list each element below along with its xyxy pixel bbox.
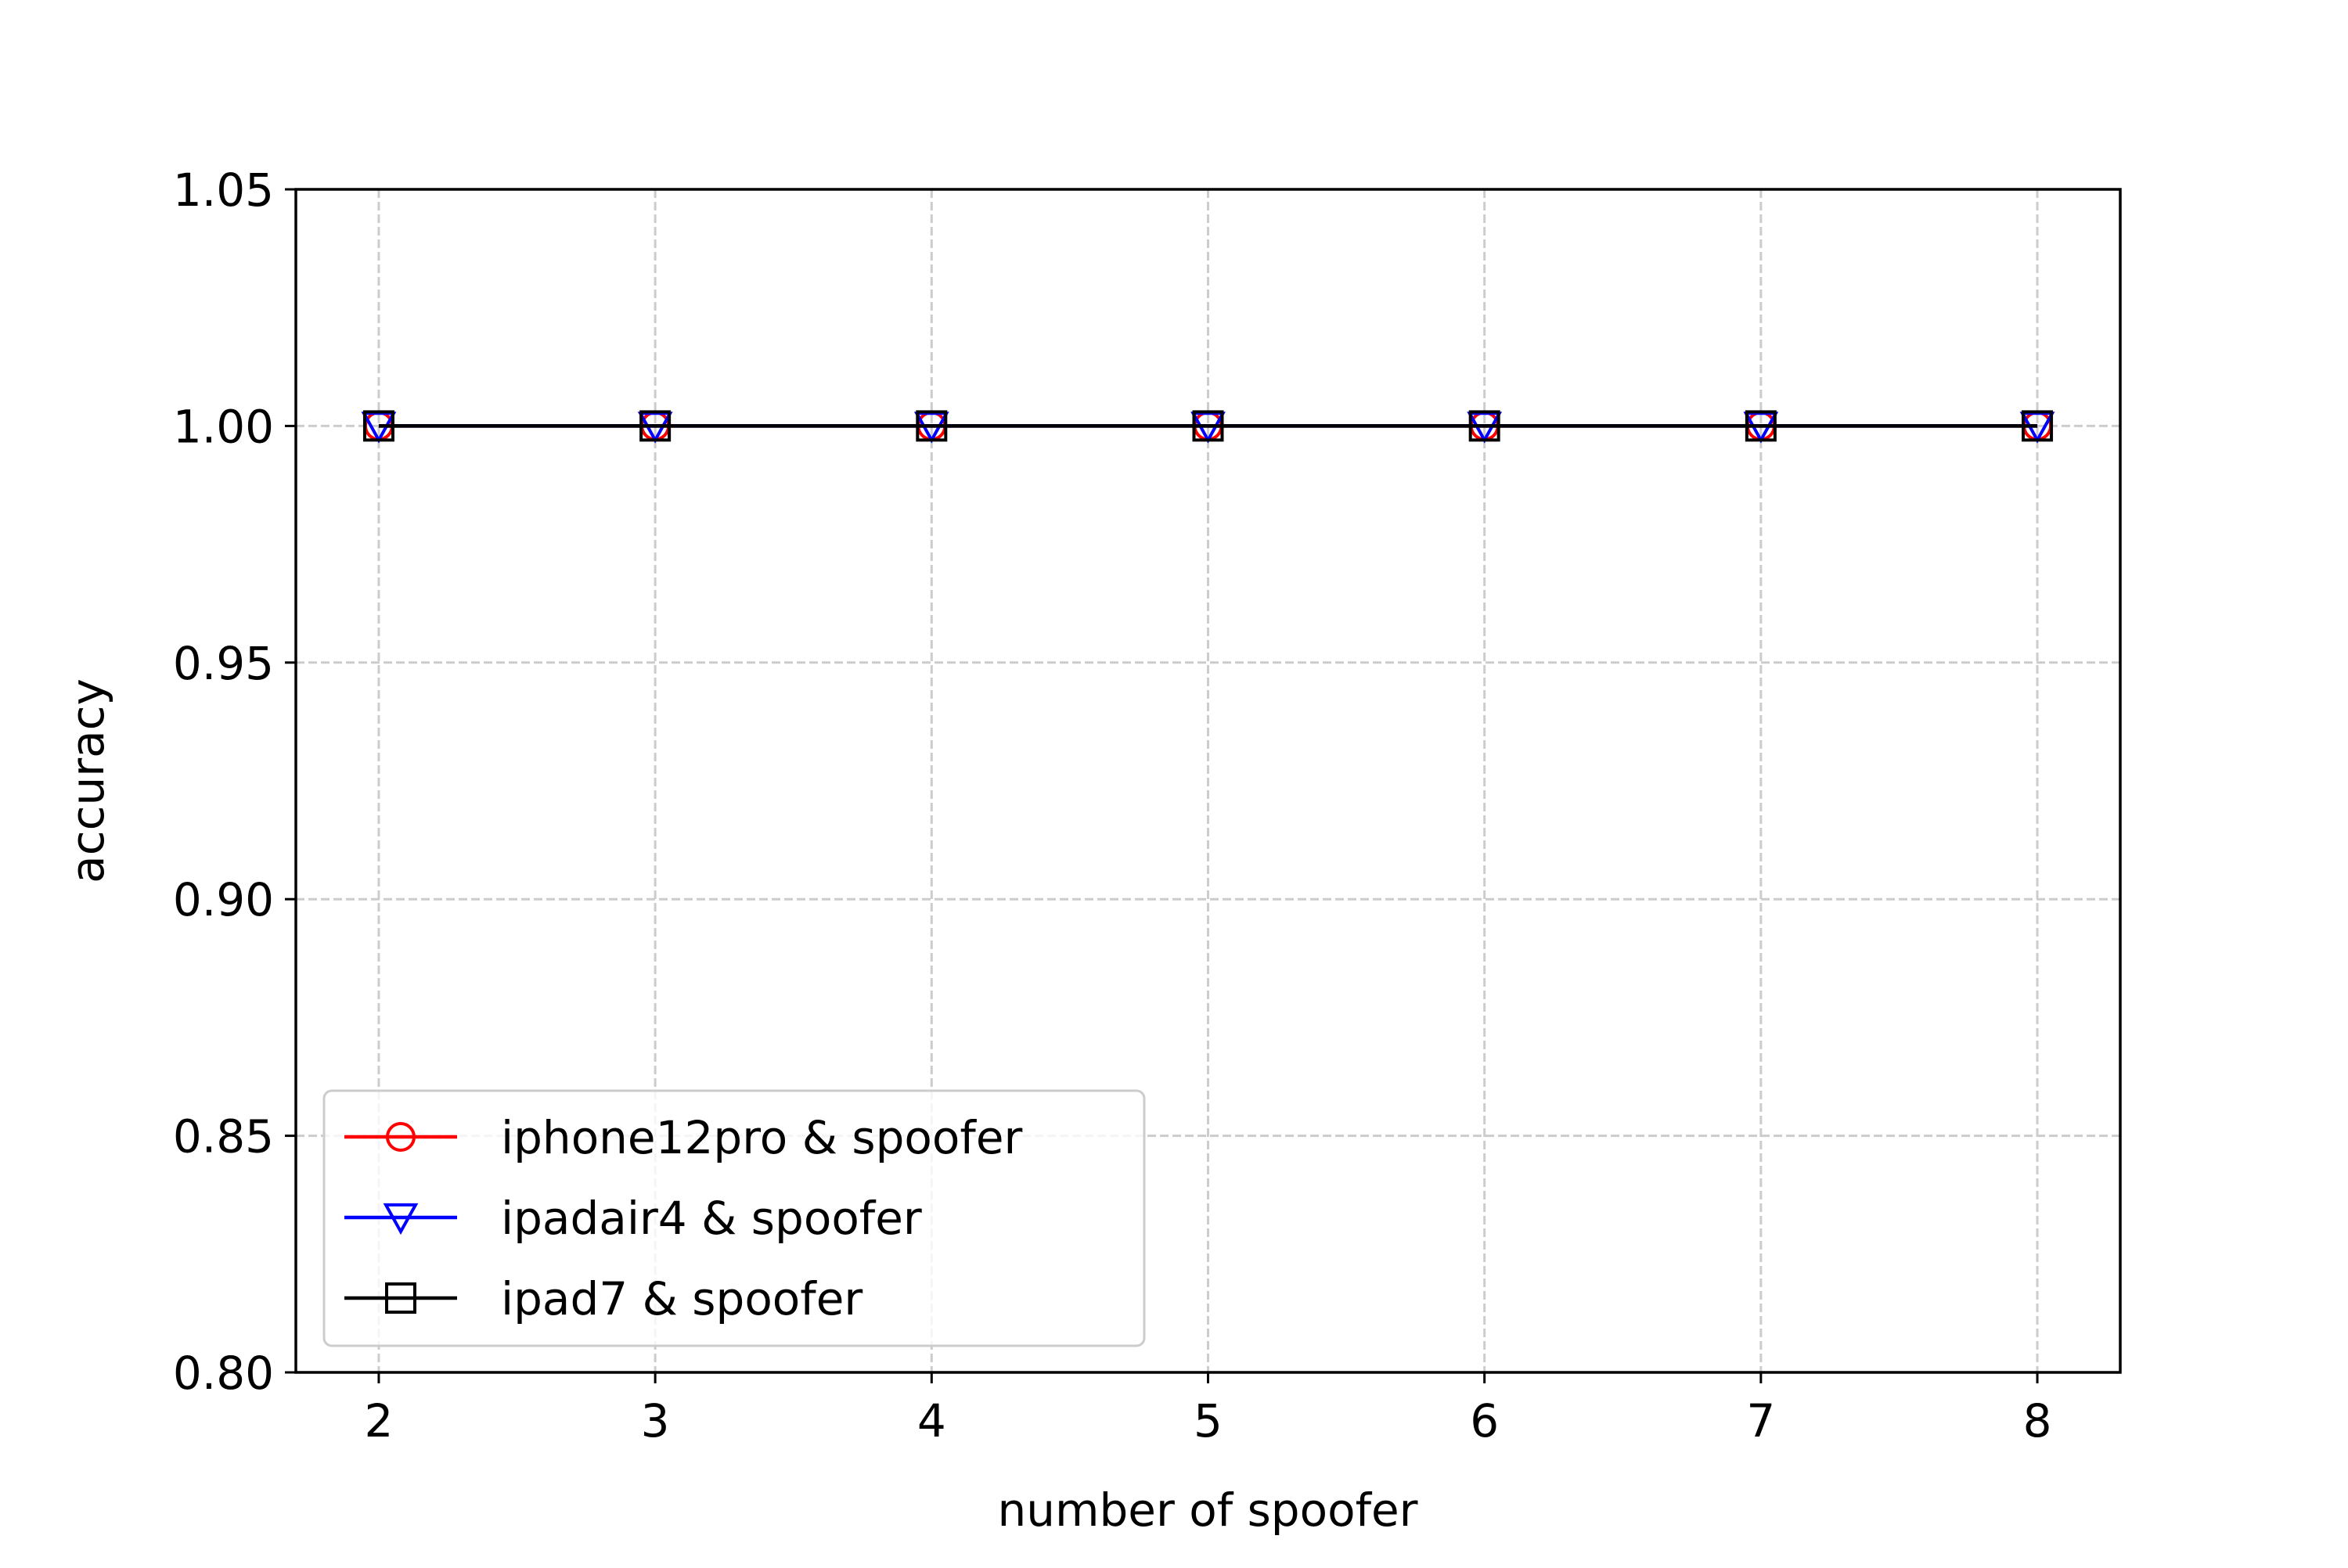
- legend-label: ipadair4 & spoofer: [501, 1192, 922, 1245]
- y-tick-label: 0.80: [173, 1347, 274, 1400]
- legend-label: ipad7 & spoofer: [501, 1272, 862, 1325]
- legend-marker: [383, 1203, 419, 1235]
- x-tick-label: 4: [917, 1394, 946, 1448]
- legend-box: [322, 1089, 1146, 1347]
- x-tick-label: 8: [2023, 1394, 2052, 1448]
- y-tick-label: 1.05: [173, 164, 274, 217]
- legend-marker: [386, 1122, 416, 1152]
- data-point: [2022, 410, 2054, 442]
- legend-item-3: ipad7 & spoofer: [344, 1272, 862, 1325]
- y-tick-label: 0.90: [173, 873, 274, 926]
- data-point: [1745, 410, 1777, 442]
- data-point: [1192, 410, 1224, 442]
- legend-marker: [385, 1282, 416, 1314]
- data-point: [639, 410, 672, 442]
- legend-label: iphone12pro & spoofer: [501, 1111, 1023, 1164]
- legend-item-1: iphone12pro & spoofer: [344, 1111, 1023, 1164]
- legend-item-2: ipadair4 & spoofer: [344, 1192, 922, 1245]
- x-tick-label: 7: [1746, 1394, 1775, 1448]
- x-tick-label: 2: [365, 1394, 394, 1448]
- x-axis-label: number of spoofer: [997, 1483, 1417, 1537]
- data-point: [1468, 410, 1500, 442]
- y-tick-label: 0.95: [173, 637, 274, 690]
- x-tick-label: 6: [1470, 1394, 1499, 1448]
- y-axis-label: accuracy: [61, 678, 114, 883]
- series-layer: [361, 410, 2055, 444]
- y-tick-label: 0.85: [173, 1110, 274, 1163]
- tick-layer: 2 3 4 5 6 7 8 0.80 0.85 0.90 0.95 1.00 1.05: [173, 164, 2052, 1448]
- y-tick-label: 1.00: [173, 400, 274, 453]
- series-3: [362, 410, 2054, 442]
- x-tick-label: 5: [1194, 1394, 1223, 1448]
- data-point: [362, 410, 394, 442]
- legend: iphone12pro & spoofer ipadair4 & spoofer i…: [322, 1089, 1146, 1347]
- x-tick-label: 3: [641, 1394, 670, 1448]
- data-point: [916, 410, 948, 442]
